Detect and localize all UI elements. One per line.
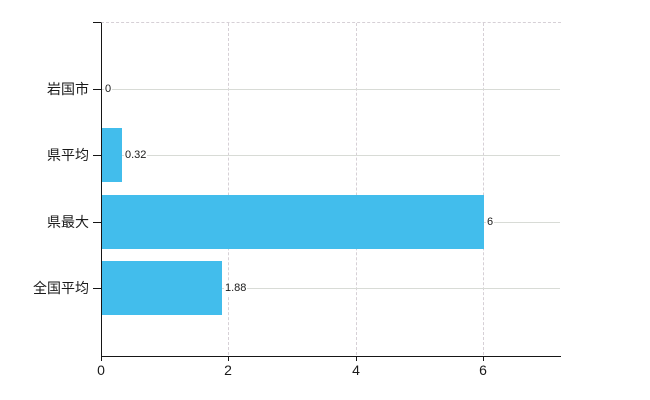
x-axis-tick bbox=[101, 356, 102, 361]
plot-area bbox=[101, 22, 561, 357]
y-axis-tick bbox=[93, 89, 101, 90]
category-label: 県平均 bbox=[47, 147, 89, 163]
bar-value-label: 0.32 bbox=[124, 148, 148, 162]
x-axis-tick bbox=[356, 356, 357, 361]
y-gridline bbox=[102, 288, 560, 289]
bar bbox=[102, 128, 122, 182]
y-axis-tick bbox=[93, 288, 101, 289]
x-axis-tick-label: 0 bbox=[97, 362, 105, 378]
x-gridline bbox=[355, 23, 357, 355]
category-label: 岩国市 bbox=[47, 81, 89, 97]
x-axis-tick-label: 4 bbox=[352, 362, 360, 378]
category-label: 県最大 bbox=[47, 214, 89, 230]
x-axis-tick-label: 2 bbox=[224, 362, 232, 378]
x-gridline bbox=[483, 23, 484, 355]
x-gridline bbox=[228, 23, 230, 355]
bar-value-label: 0 bbox=[104, 82, 113, 96]
x-axis-tick-label: 6 bbox=[479, 362, 487, 378]
y-axis-tick bbox=[93, 222, 101, 223]
y-axis-tick bbox=[93, 155, 101, 156]
bar-value-label: 6 bbox=[486, 215, 495, 229]
bar bbox=[102, 195, 484, 249]
x-axis-tick bbox=[483, 356, 484, 361]
category-label: 全国平均 bbox=[33, 280, 89, 296]
y-gridline bbox=[102, 155, 560, 156]
bar-value-label: 1.88 bbox=[224, 281, 248, 295]
bar bbox=[102, 261, 222, 315]
y-axis-tick bbox=[93, 22, 101, 23]
y-gridline bbox=[102, 89, 560, 90]
x-axis-tick bbox=[228, 356, 229, 361]
